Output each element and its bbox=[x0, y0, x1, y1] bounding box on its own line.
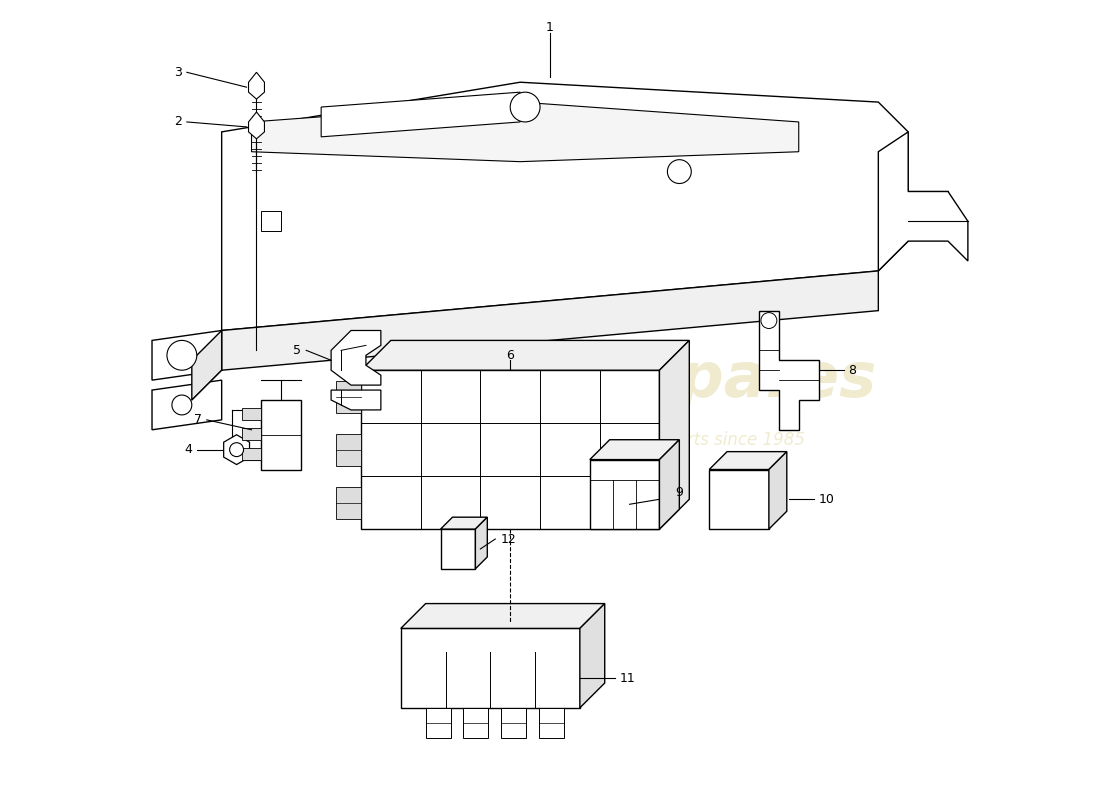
Polygon shape bbox=[331, 330, 381, 385]
Polygon shape bbox=[249, 112, 264, 139]
Text: 12: 12 bbox=[500, 533, 516, 546]
Polygon shape bbox=[580, 603, 605, 708]
Text: 2: 2 bbox=[174, 115, 182, 129]
Circle shape bbox=[172, 395, 191, 415]
Bar bbox=[426, 708, 451, 738]
Polygon shape bbox=[878, 132, 968, 271]
Text: 4: 4 bbox=[184, 443, 191, 456]
Polygon shape bbox=[769, 452, 786, 529]
Polygon shape bbox=[222, 82, 909, 370]
Polygon shape bbox=[152, 330, 222, 380]
Polygon shape bbox=[249, 72, 264, 99]
Bar bbox=[710, 470, 769, 529]
Polygon shape bbox=[659, 440, 680, 529]
Bar bbox=[463, 708, 488, 738]
Bar bbox=[262, 400, 301, 470]
Bar bbox=[242, 448, 262, 459]
Circle shape bbox=[668, 160, 691, 183]
Bar bbox=[361, 370, 659, 529]
Polygon shape bbox=[321, 92, 520, 137]
Polygon shape bbox=[331, 390, 381, 410]
Text: 3: 3 bbox=[174, 66, 182, 78]
Polygon shape bbox=[152, 380, 222, 430]
Polygon shape bbox=[191, 330, 222, 400]
Polygon shape bbox=[441, 517, 487, 529]
Polygon shape bbox=[759, 310, 818, 430]
Bar bbox=[502, 708, 526, 738]
Text: a passion for parts since 1985: a passion for parts since 1985 bbox=[553, 430, 805, 449]
Bar bbox=[337, 434, 361, 466]
Text: 11: 11 bbox=[619, 671, 636, 685]
Polygon shape bbox=[475, 517, 487, 569]
Bar bbox=[337, 486, 361, 518]
Text: 1: 1 bbox=[546, 21, 554, 34]
Text: 10: 10 bbox=[818, 493, 835, 506]
Text: 5: 5 bbox=[294, 344, 301, 357]
Text: 8: 8 bbox=[848, 364, 857, 377]
Polygon shape bbox=[659, 341, 690, 529]
Polygon shape bbox=[710, 452, 786, 470]
Text: eurospares: eurospares bbox=[482, 350, 877, 410]
Text: 6: 6 bbox=[506, 349, 514, 362]
Bar bbox=[400, 629, 580, 708]
Circle shape bbox=[167, 341, 197, 370]
Circle shape bbox=[510, 92, 540, 122]
Polygon shape bbox=[361, 341, 690, 370]
Bar bbox=[539, 708, 564, 738]
Circle shape bbox=[230, 442, 243, 457]
Text: 9: 9 bbox=[675, 486, 683, 499]
Bar bbox=[590, 459, 659, 529]
Bar bbox=[242, 408, 262, 420]
Polygon shape bbox=[222, 271, 878, 370]
Bar bbox=[441, 529, 475, 569]
Bar bbox=[262, 211, 282, 231]
Polygon shape bbox=[252, 102, 799, 162]
Circle shape bbox=[761, 313, 777, 329]
Polygon shape bbox=[590, 440, 680, 459]
Polygon shape bbox=[400, 603, 605, 629]
Polygon shape bbox=[223, 434, 250, 465]
Bar bbox=[337, 381, 361, 413]
Bar bbox=[242, 428, 262, 440]
Text: 7: 7 bbox=[194, 414, 201, 426]
